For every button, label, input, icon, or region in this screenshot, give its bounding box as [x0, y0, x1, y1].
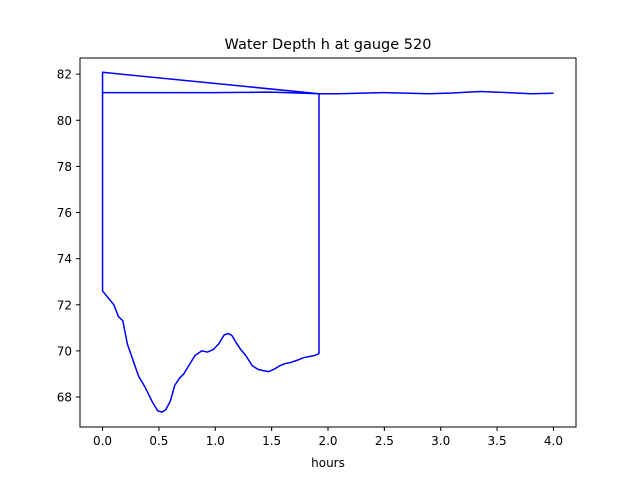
- x-tick-label: 3.5: [488, 434, 507, 448]
- y-axis: 68 70 72 74 76 78 80 82: [57, 68, 80, 405]
- y-tick-label: 80: [57, 114, 72, 128]
- x-axis: 0.0 0.5 1.0 1.5 2.0 2.5 3.0 3.5 4.0: [93, 427, 563, 448]
- y-tick-label: 74: [57, 252, 72, 266]
- y-tick-label: 78: [57, 160, 72, 174]
- x-tick-label: 4.0: [544, 434, 563, 448]
- x-tick-label: 3.0: [431, 434, 450, 448]
- chart-title: Water Depth h at gauge 520: [225, 37, 432, 53]
- y-tick-label: 76: [57, 206, 72, 220]
- x-tick-label: 0.0: [93, 434, 112, 448]
- x-tick-label: 1.5: [262, 434, 281, 448]
- x-axis-label: hours: [311, 456, 345, 470]
- series-layer: [101, 71, 554, 413]
- y-tick-label: 70: [57, 344, 72, 358]
- series-line-0: [101, 71, 554, 413]
- x-tick-label: 0.5: [149, 434, 168, 448]
- x-tick-label: 2.5: [375, 434, 394, 448]
- y-tick-label: 82: [57, 68, 72, 82]
- y-tick-label: 68: [57, 391, 72, 405]
- x-tick-label: 1.0: [206, 434, 225, 448]
- y-tick-label: 72: [57, 298, 72, 312]
- x-tick-label: 2.0: [318, 434, 337, 448]
